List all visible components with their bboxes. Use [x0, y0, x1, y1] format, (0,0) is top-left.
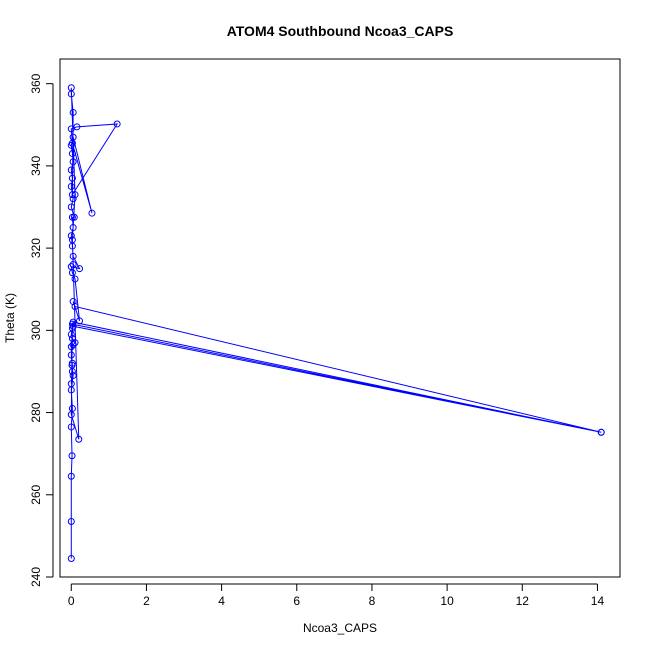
data-point [67, 472, 75, 480]
data-point [597, 428, 605, 436]
data-point [67, 411, 75, 419]
x-tick-label: 0 [68, 594, 75, 608]
data-point [68, 236, 76, 244]
y-axis-label: Theta (K) [3, 293, 17, 343]
y-axis: 240 260 280 300 320 340 360 [29, 73, 54, 587]
y-tick-label: 260 [29, 484, 43, 504]
data-point [67, 423, 75, 431]
y-tick-label: 340 [29, 156, 43, 176]
x-axis-label: Ncoa3_CAPS [303, 621, 377, 635]
data-point [67, 203, 75, 211]
y-tick-label: 320 [29, 238, 43, 258]
x-axis: 0 2 4 6 8 10 12 14 [68, 583, 605, 608]
data-point [68, 359, 76, 367]
data-point [67, 343, 75, 351]
data-point [68, 191, 76, 199]
x-tick-label: 10 [440, 594, 454, 608]
chart-title: ATOM4 Southbound Ncoa3_CAPS [227, 23, 454, 39]
data-point [69, 108, 77, 116]
data-point [73, 123, 81, 131]
data-point [68, 367, 76, 375]
data-point [69, 158, 77, 166]
series-layer [67, 84, 605, 562]
data-point [67, 380, 75, 388]
y-tick-label: 280 [29, 402, 43, 422]
data-point [70, 213, 78, 221]
data-point [68, 213, 76, 221]
data-point [68, 139, 76, 147]
data-point [71, 191, 79, 199]
data-point [75, 435, 83, 443]
data-point [67, 263, 75, 271]
data-point [67, 555, 75, 562]
data-point [68, 174, 76, 182]
x-tick-label: 12 [516, 594, 530, 608]
x-tick-label: 6 [293, 594, 300, 608]
data-point [67, 84, 75, 92]
data-point [88, 209, 96, 217]
data-point [67, 182, 75, 190]
data-point [68, 452, 76, 460]
data-point [67, 351, 75, 359]
data-point [67, 232, 75, 240]
plot-area [59, 58, 621, 578]
y-tick-label: 240 [29, 567, 43, 587]
data-point [69, 372, 77, 380]
data-point [69, 224, 77, 232]
data-point [76, 265, 84, 273]
x-tick-label: 8 [369, 594, 376, 608]
data-point [76, 317, 84, 325]
data-point [69, 298, 77, 306]
data-point [68, 150, 76, 158]
y-tick-label: 300 [29, 320, 43, 340]
data-point [71, 275, 79, 283]
x-tick-label: 14 [591, 594, 605, 608]
y-tick-label: 360 [29, 73, 43, 93]
data-point [67, 518, 75, 525]
x-tick-label: 4 [218, 594, 225, 608]
data-point [68, 335, 76, 343]
data-point [67, 166, 75, 174]
x-tick-label: 2 [143, 594, 150, 608]
data-point [69, 195, 77, 203]
data-point [113, 120, 121, 128]
data-point [69, 261, 77, 269]
data-point [69, 252, 77, 260]
series-line [70, 87, 602, 559]
data-point [69, 318, 77, 326]
